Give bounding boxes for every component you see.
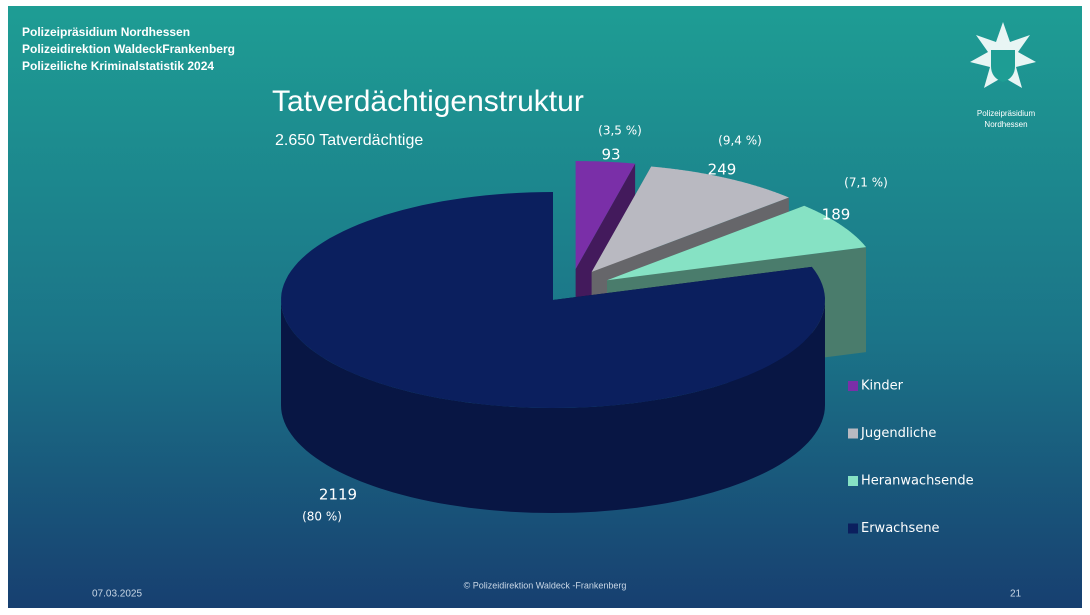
slice <box>591 166 789 272</box>
pie <box>281 161 866 513</box>
data-label: 2119 <box>319 486 357 504</box>
slice <box>281 192 826 408</box>
legend-swatch <box>848 381 858 391</box>
slice-side <box>281 300 825 513</box>
data-label: 93 <box>601 146 620 164</box>
legend-label: Heranwachsende <box>861 474 974 489</box>
legend-swatch <box>848 428 858 439</box>
legend-swatch <box>848 523 858 534</box>
percent-label: (7,1 %) <box>844 176 888 190</box>
footer-page: 21 <box>1010 589 1022 600</box>
chart-title: Tatverdächtigenstruktur <box>272 85 584 118</box>
footer-date: 07.03.2025 <box>92 589 142 600</box>
data-label: 189 <box>822 206 851 224</box>
logo-text: Polizeipräsidium <box>977 109 1036 118</box>
header-line: Polizeipräsidium Nordhessen <box>22 25 190 39</box>
header-line: Polizeidirektion WaldeckFrankenberg <box>22 42 235 56</box>
percent-label: (80 %) <box>302 510 342 524</box>
legend-label: Kinder <box>861 379 904 394</box>
chart-subtitle: 2.650 Tatverdächtige <box>275 132 423 149</box>
logo <box>970 22 1036 88</box>
data-label: 249 <box>708 161 737 179</box>
slice <box>575 161 636 270</box>
slice <box>607 205 866 281</box>
percent-label: (9,4 %) <box>718 134 762 148</box>
legend-swatch <box>848 476 858 486</box>
logo-text: Nordhessen <box>984 120 1027 129</box>
legend-label: Jugendliche <box>860 426 936 441</box>
header-line: Polizeiliche Kriminalstatistik 2024 <box>22 59 214 73</box>
legend-label: Erwachsene <box>861 521 940 536</box>
footer-copyright: © Polizeidirektion Waldeck -Frankenberg <box>464 580 627 590</box>
percent-label: (3,5 %) <box>598 124 642 138</box>
